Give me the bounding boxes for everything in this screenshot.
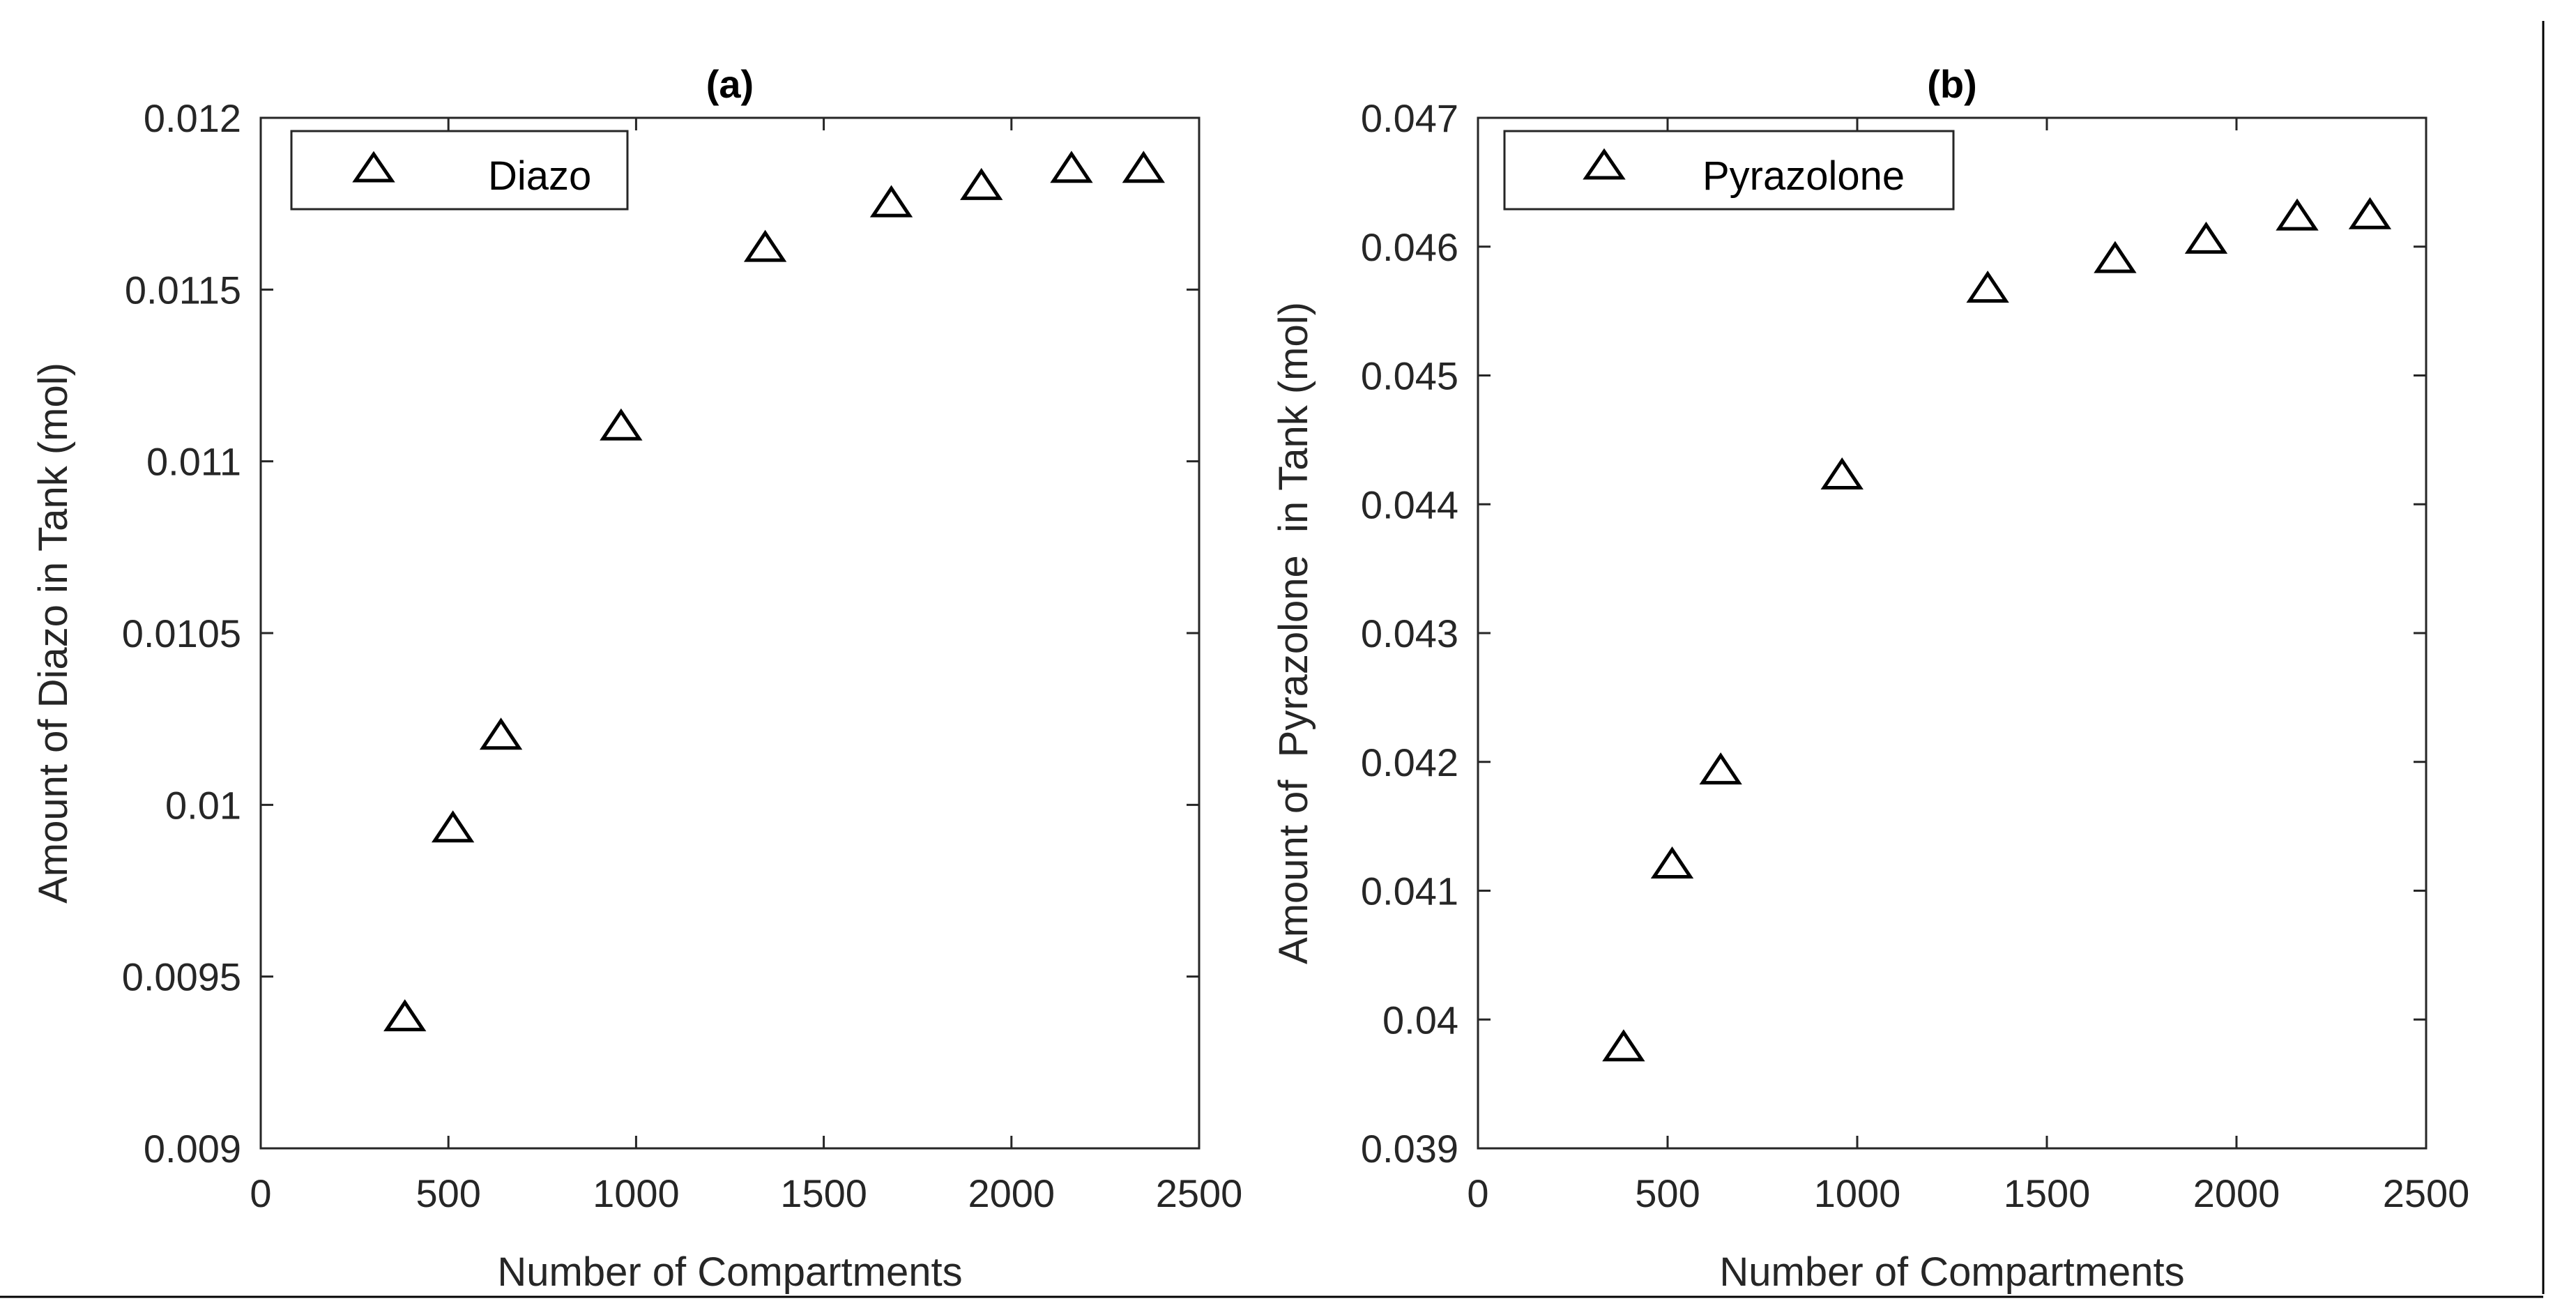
data-markers-a <box>383 151 1165 1032</box>
y-axis-label-a: Amount of Diazo in Tank (mol) <box>31 363 76 904</box>
data-point-a <box>743 229 787 262</box>
data-point-b <box>2184 221 2228 254</box>
y-tick-label-a: 0.0095 <box>122 955 241 999</box>
x-tick-label-b: 0 <box>1467 1171 1488 1215</box>
data-point-b <box>2348 197 2392 229</box>
x-tick-label-b: 2500 <box>2383 1171 2470 1215</box>
y-tick-label-b: 0.043 <box>1361 611 1458 655</box>
x-tick-label-a: 2500 <box>1156 1171 1243 1215</box>
x-tick-labels-b: 0 500 1000 1500 2000 2500 <box>1467 1171 2469 1215</box>
data-markers-b <box>1602 197 2392 1062</box>
y-tick-label-b: 0.039 <box>1361 1127 1458 1171</box>
axes-frame-a <box>259 116 1201 1150</box>
y-tick-label-a: 0.0115 <box>125 268 241 312</box>
y-tick-label-b: 0.042 <box>1361 740 1458 784</box>
legend-label-a: Diazo <box>488 153 591 199</box>
legend-box-b <box>1503 130 1955 211</box>
y-tick-label-a: 0.011 <box>146 440 241 484</box>
y-tick-label-b: 0.047 <box>1361 96 1458 140</box>
x-tick-label-a: 1500 <box>780 1171 867 1215</box>
legend-box-a <box>290 130 629 211</box>
data-point-b <box>1966 271 2009 303</box>
plot-title-b: (b) <box>1927 62 1977 106</box>
legend-b: Pyrazolone <box>1503 130 1955 211</box>
y-tick-labels-b: 0.039 0.04 0.041 0.042 0.043 0.044 0.045 0.046 0… <box>1361 96 1458 1171</box>
x-tick-labels-a: 0 500 1000 1500 2000 2500 <box>250 1171 1242 1215</box>
x-tick-label-b: 1500 <box>2004 1171 2091 1215</box>
data-point-b <box>1699 752 1742 785</box>
x-tick-label-a: 2000 <box>968 1171 1055 1215</box>
axes-frame-b <box>1477 116 2428 1150</box>
y-tick-label-b: 0.04 <box>1382 998 1458 1042</box>
data-point-b <box>2094 241 2137 273</box>
ticks-b <box>1477 116 2428 1150</box>
y-axis-label-b: Amount of Pyrazolone in Tank (mol) <box>1271 302 1316 964</box>
y-tick-label-a: 0.009 <box>144 1127 241 1171</box>
data-point-a <box>479 717 523 750</box>
legend-marker-triangle-icon-a <box>352 151 395 183</box>
x-axis-label-a: Number of Compartments <box>497 1249 962 1295</box>
plot-panel-a: (a) 0 500 1000 1500 2000 2500 0.009 0.0095 0.01… <box>31 62 1242 1295</box>
legend-label-b: Pyrazolone <box>1702 153 1905 199</box>
y-tick-label-b: 0.044 <box>1361 482 1458 526</box>
data-point-a <box>869 185 913 218</box>
x-tick-label-b: 500 <box>1635 1171 1700 1215</box>
data-point-a <box>1122 151 1165 183</box>
data-point-a <box>960 167 1003 200</box>
x-axis-label-b: Number of Compartments <box>1719 1249 2184 1295</box>
y-tick-label-a: 0.012 <box>144 96 241 140</box>
x-tick-label-a: 500 <box>416 1171 480 1215</box>
legend-a: Diazo <box>290 130 629 211</box>
data-point-b <box>1820 457 1864 490</box>
y-tick-label-b: 0.046 <box>1361 225 1458 269</box>
x-tick-label-a: 1000 <box>593 1171 680 1215</box>
x-tick-label-a: 0 <box>250 1171 271 1215</box>
y-tick-label-a: 0.01 <box>165 783 241 827</box>
data-point-b <box>1602 1029 1645 1062</box>
ticks-a <box>259 116 1201 1150</box>
plot-panel-b: (b) 0 500 1000 1500 2000 2500 0.0390.040.0410… <box>1271 62 2469 1295</box>
data-point-a <box>383 999 427 1032</box>
data-point-a <box>600 408 643 441</box>
data-point-a <box>1050 151 1093 183</box>
data-point-b <box>1650 846 1694 879</box>
y-tick-label-a: 0.0105 <box>122 611 241 655</box>
legend-marker-triangle-icon-b <box>1583 148 1626 180</box>
x-tick-label-b: 2000 <box>2193 1171 2280 1215</box>
data-point-a <box>431 810 475 843</box>
y-tick-labels-a: 0.009 0.0095 0.01 0.0105 0.011 0.0115 0.012 <box>122 96 241 1171</box>
plot-title-a: (a) <box>706 62 754 106</box>
x-tick-label-b: 1000 <box>1814 1171 1901 1215</box>
y-tick-label-b: 0.045 <box>1361 354 1458 398</box>
y-tick-label-b: 0.041 <box>1361 869 1458 913</box>
data-point-b <box>2276 198 2319 231</box>
